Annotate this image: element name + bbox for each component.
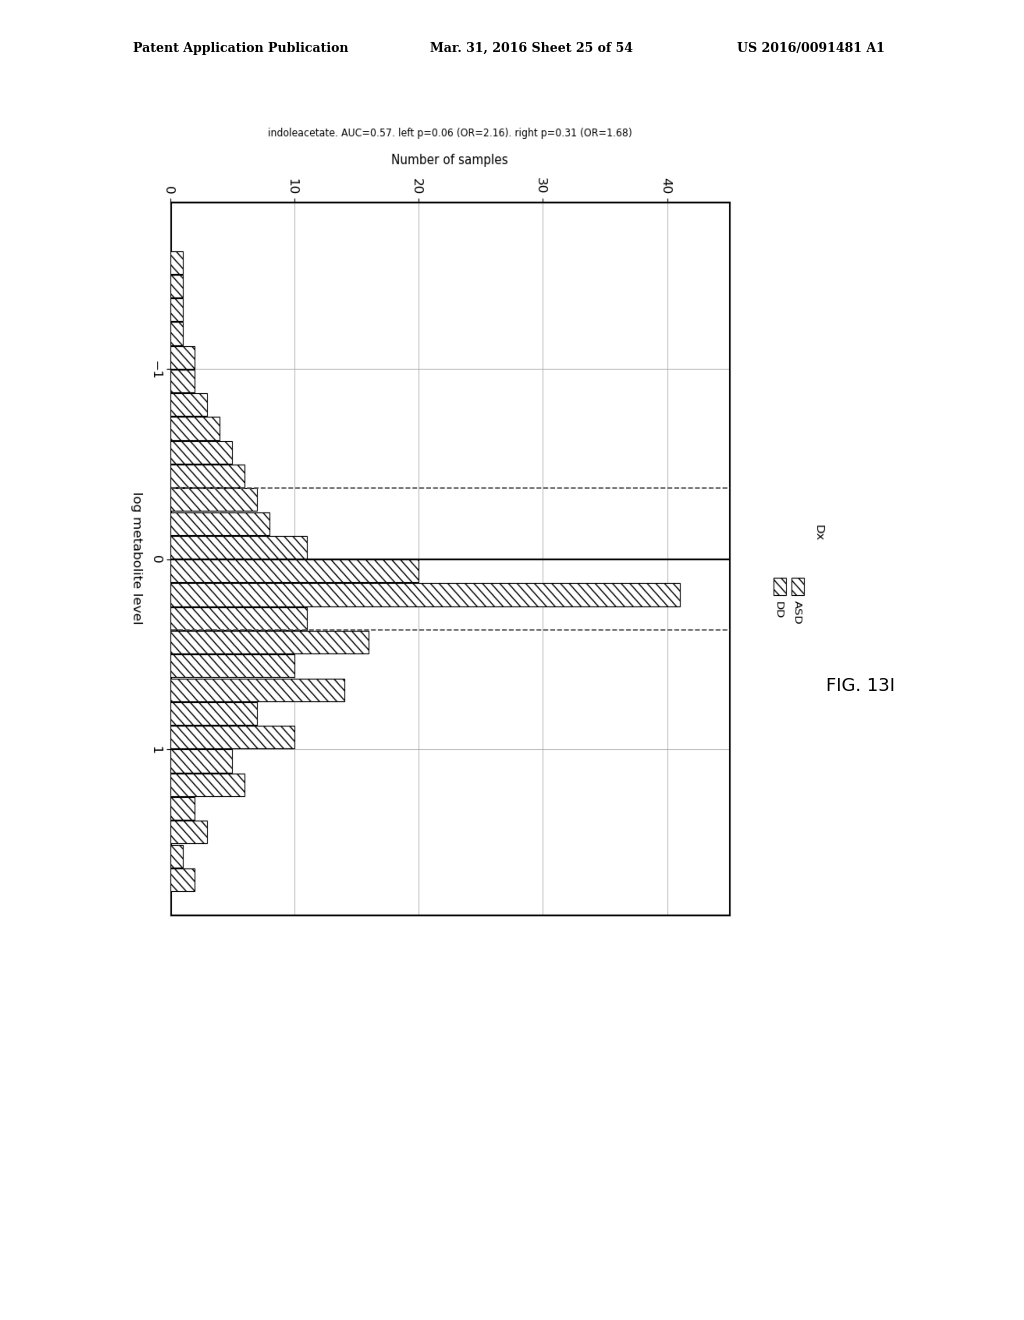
Text: Mar. 31, 2016 Sheet 25 of 54: Mar. 31, 2016 Sheet 25 of 54 — [430, 42, 633, 55]
Text: US 2016/0091481 A1: US 2016/0091481 A1 — [737, 42, 885, 55]
Text: FIG. 13I: FIG. 13I — [825, 677, 895, 696]
Text: Patent Application Publication: Patent Application Publication — [133, 42, 348, 55]
